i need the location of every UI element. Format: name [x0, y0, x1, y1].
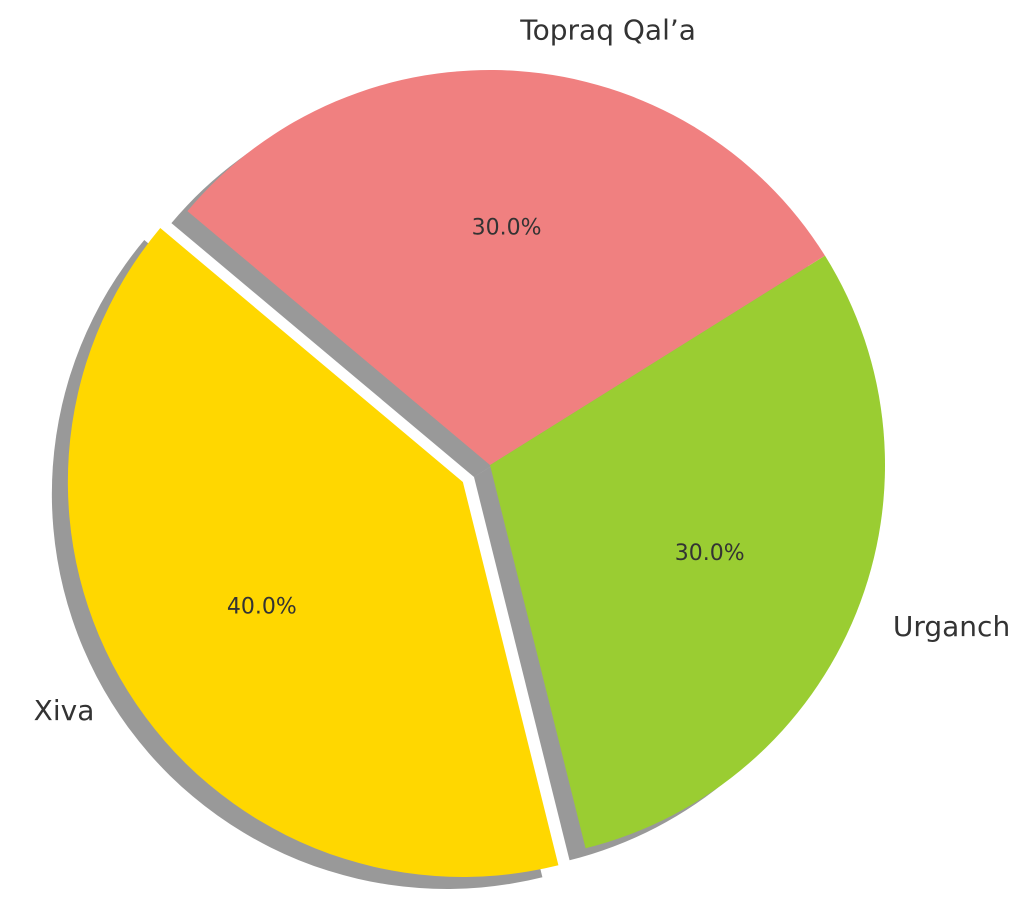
wedge: [67, 228, 559, 877]
slice-label: Topraq Qal’a: [519, 14, 696, 47]
slice-label: Xiva: [34, 694, 95, 727]
wedge: [187, 70, 825, 465]
slice-label: Urganch: [893, 610, 1010, 643]
percent-label: 40.0%: [227, 595, 297, 620]
wedge: [490, 255, 885, 849]
percent-label: 30.0%: [675, 541, 745, 566]
percent-label: 30.0%: [472, 216, 542, 241]
